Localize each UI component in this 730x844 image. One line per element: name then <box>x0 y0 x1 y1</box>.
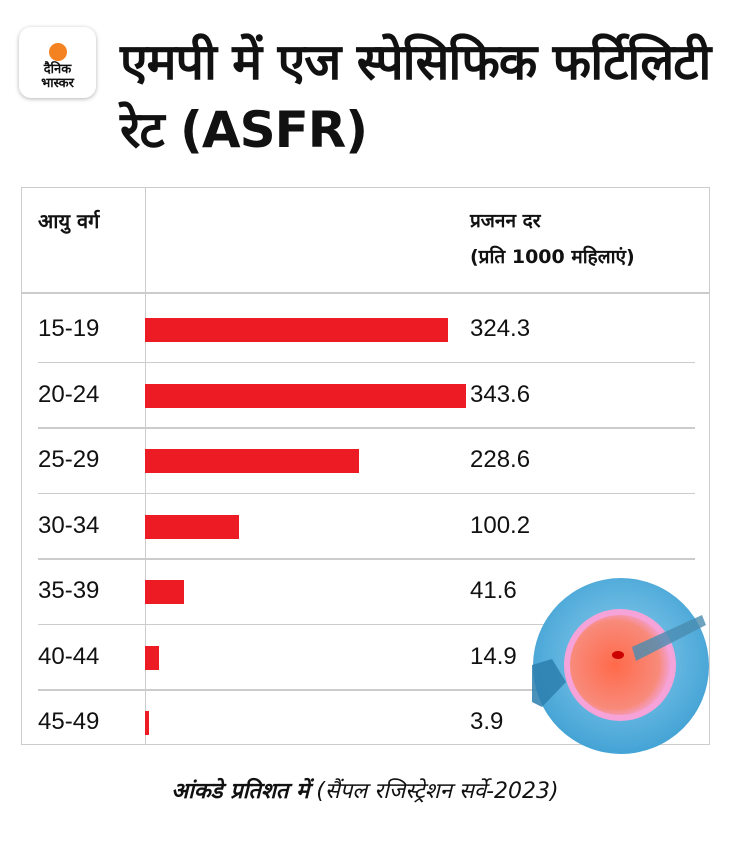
footer-bold: आंकडे प्रतिशत में <box>171 779 310 804</box>
logo-line1: दैनिक <box>43 62 72 77</box>
ivf-egg-illustration <box>532 578 709 754</box>
header-age-group: आयु वर्ग <box>38 209 100 233</box>
chart-row: 35-39 41.6 <box>0 559 730 625</box>
bar <box>145 449 359 473</box>
category-label: 40-44 <box>38 642 100 670</box>
chart-row: 25-29 228.6 <box>0 428 730 494</box>
chart-row: 45-49 3.9 <box>0 690 730 756</box>
footer-note: आंकडे प्रतिशत में (सैंपल रजिस्ट्रेशन सर्… <box>0 775 730 805</box>
chart-row: 40-44 14.9 <box>0 625 730 691</box>
row-divider <box>38 492 695 494</box>
sun-icon <box>48 43 67 61</box>
chart-row: 30-34 100.2 <box>0 494 730 560</box>
category-label: 25-29 <box>38 446 100 473</box>
logo-line2: भास्कर <box>41 76 74 91</box>
bar <box>145 645 159 670</box>
bar <box>145 711 149 735</box>
header-rate-unit: (प्रति 1000 महिलाएं) <box>470 246 635 268</box>
row-divider <box>38 689 695 691</box>
value-label: 228.6 <box>470 446 531 473</box>
value-label: 343.6 <box>470 380 531 408</box>
value-label: 3.9 <box>470 708 504 735</box>
dainik-bhaskar-logo: दैनिक भास्कर <box>19 27 96 98</box>
category-label: 30-34 <box>38 511 100 539</box>
header-rate-label: प्रजनन दर <box>470 210 541 232</box>
bar <box>145 318 448 342</box>
row-divider <box>38 623 695 625</box>
value-label: 100.2 <box>470 511 531 539</box>
header-fertility-rate: प्रजनन दर (प्रति 1000 महिलाएं) <box>470 207 635 279</box>
bar <box>145 383 466 408</box>
bar <box>145 580 184 604</box>
category-label: 35-39 <box>38 577 100 604</box>
value-label: 41.6 <box>470 577 517 604</box>
value-label: 324.3 <box>470 315 531 342</box>
chart-table-frame <box>21 187 710 745</box>
category-label: 45-49 <box>38 708 100 735</box>
footer-source: (सैंपल रजिस्ट्रेशन सर्वे-2023) <box>316 779 559 804</box>
chart-row: 20-24 343.6 <box>0 363 730 429</box>
header-divider <box>21 292 710 294</box>
row-divider <box>38 427 695 429</box>
bar <box>145 514 239 539</box>
chart-title: एमपी में एज स्पेसिफिक फर्टिलिटी रेट (ASF… <box>120 33 711 159</box>
category-label: 20-24 <box>38 380 100 408</box>
row-divider <box>38 558 695 560</box>
chart-row: 15-19 324.3 <box>0 297 730 363</box>
row-divider <box>38 361 695 363</box>
category-label: 15-19 <box>38 315 100 342</box>
value-label: 14.9 <box>470 642 517 670</box>
